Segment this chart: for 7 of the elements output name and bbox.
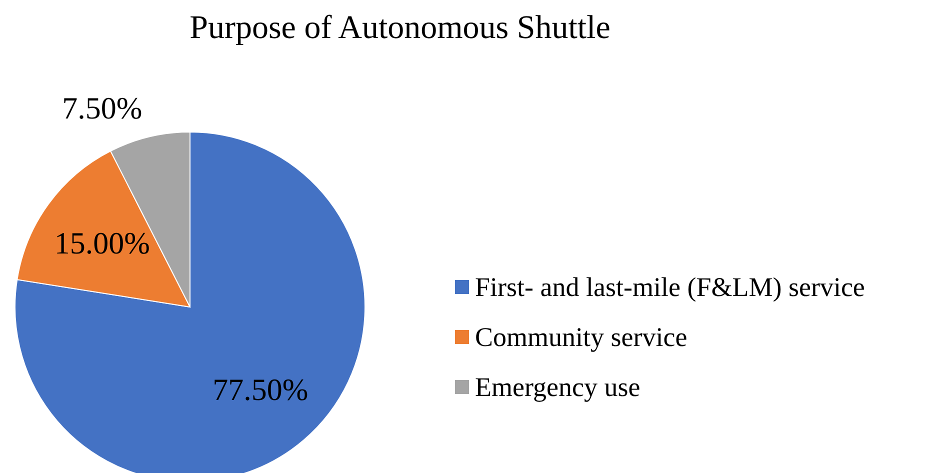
data-label: 77.50% — [212, 372, 308, 408]
chart-title: Purpose of Autonomous Shuttle — [188, 10, 612, 47]
legend-label: Emergency use — [475, 372, 640, 402]
legend-label: Community service — [475, 322, 688, 352]
legend-label: First- and last-mile (F&LM) service — [475, 272, 865, 302]
data-label: 7.50% — [62, 90, 142, 126]
data-label: 15.00% — [54, 226, 150, 261]
